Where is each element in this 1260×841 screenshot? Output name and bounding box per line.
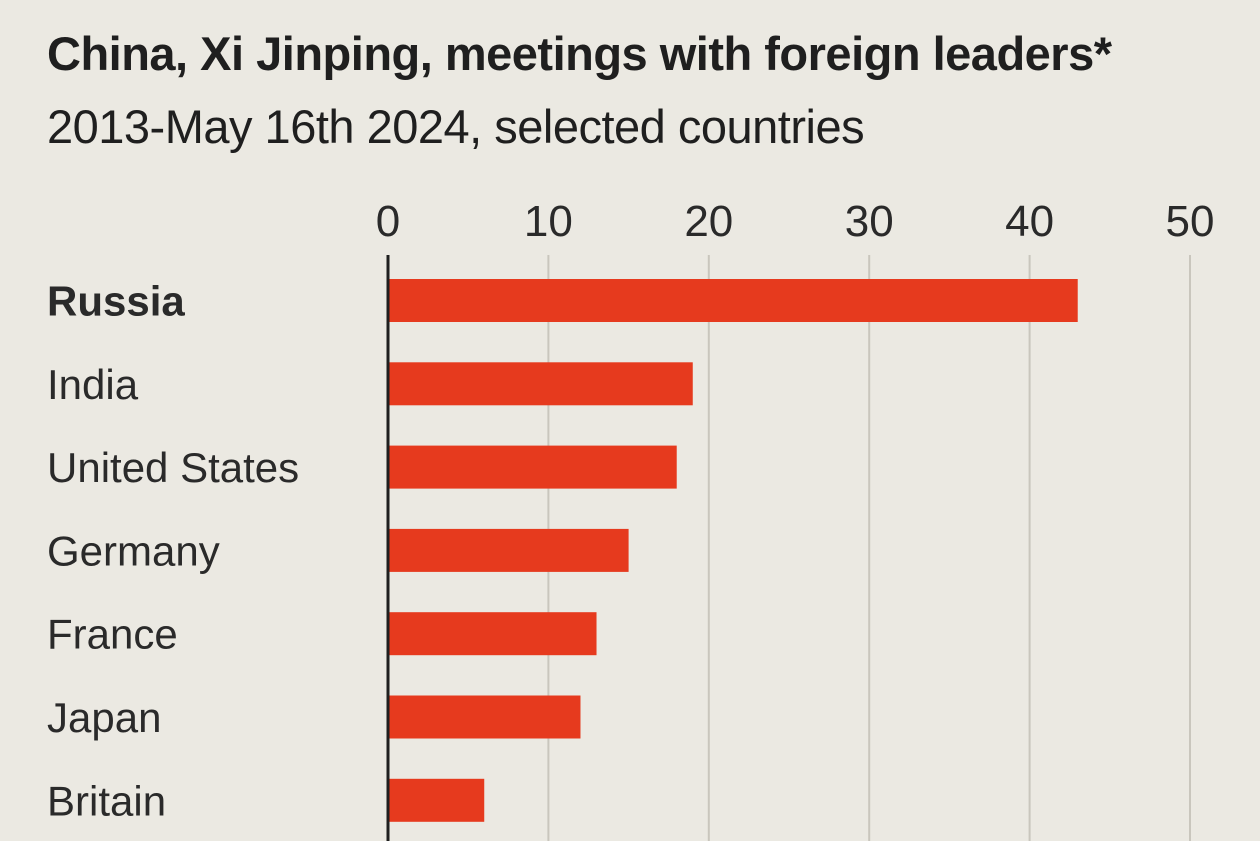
category-label: United States xyxy=(47,444,299,491)
bar-japan xyxy=(388,695,581,739)
category-label: Britain xyxy=(47,777,166,824)
category-label: Russia xyxy=(47,278,185,325)
bar-britain xyxy=(388,778,485,822)
bar-germany xyxy=(388,528,629,572)
x-tick-label: 10 xyxy=(524,197,573,246)
gridlines xyxy=(547,255,1191,841)
bars xyxy=(388,279,1078,822)
x-tick-label: 20 xyxy=(684,197,733,246)
category-labels: Russia India United States Germany France Jap… xyxy=(47,278,299,825)
category-label: Japan xyxy=(47,694,161,741)
bar-india xyxy=(388,362,693,406)
x-tick-label: 0 xyxy=(376,197,400,246)
category-label: Germany xyxy=(47,527,220,574)
bar-france xyxy=(388,612,597,656)
bar-united-states xyxy=(388,445,677,489)
x-axis-tick-labels: 0 10 20 30 40 50 xyxy=(376,197,1215,246)
category-label: France xyxy=(47,611,178,658)
x-tick-label: 30 xyxy=(845,197,894,246)
x-tick-label: 50 xyxy=(1166,197,1215,246)
category-label: India xyxy=(47,361,139,408)
x-tick-label: 40 xyxy=(1005,197,1054,246)
chart-title: China, Xi Jinping, meetings with foreign… xyxy=(47,27,1112,80)
chart-subtitle: 2013-May 16th 2024, selected countries xyxy=(47,100,865,153)
bar-russia xyxy=(388,279,1078,322)
